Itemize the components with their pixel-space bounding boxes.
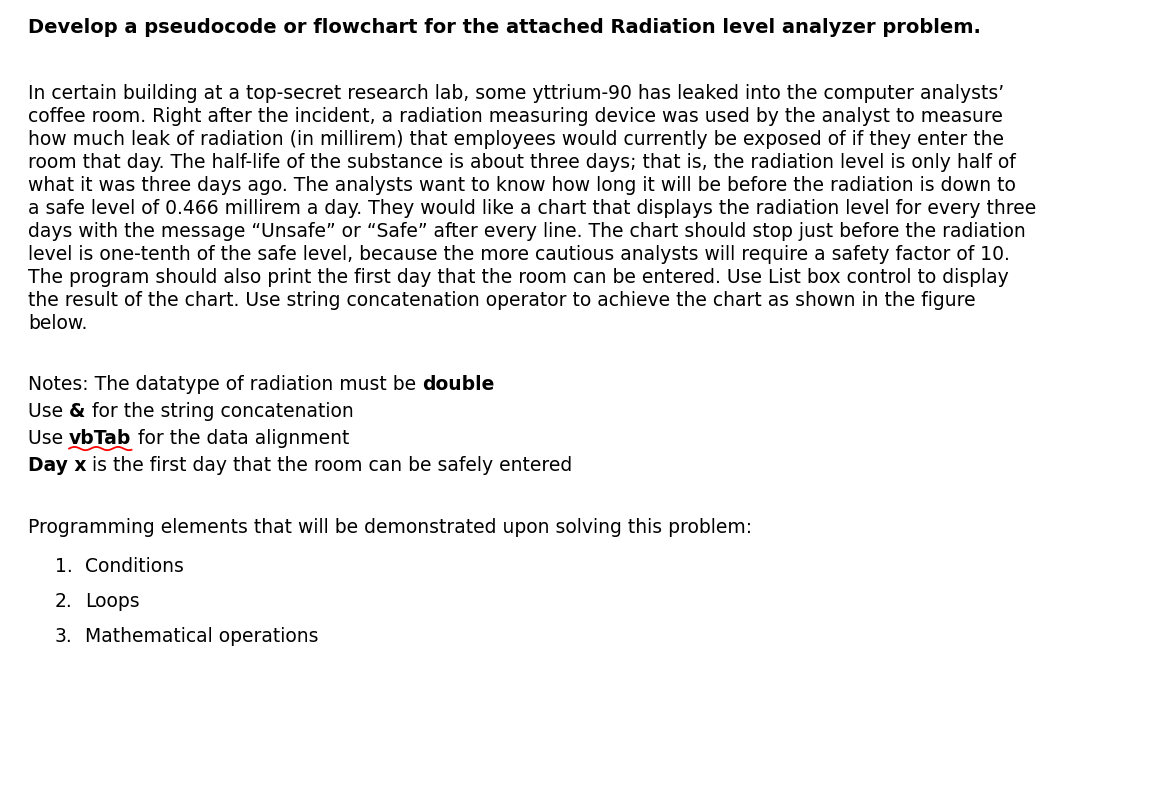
Text: double: double [422,375,494,394]
Text: room that day. The half-life of the substance is about three days; that is, the : room that day. The half-life of the subs… [28,153,1015,172]
Text: The program should also print the first day that the room can be entered. Use Li: The program should also print the first … [28,268,1008,287]
Text: Develop a pseudocode or flowchart for the attached Radiation level analyzer prob: Develop a pseudocode or flowchart for th… [28,18,981,37]
Text: Notes: The datatype of radiation must be: Notes: The datatype of radiation must be [28,375,422,394]
Text: Use: Use [28,429,69,448]
Text: the result of the chart. Use string concatenation operator to achieve the chart : the result of the chart. Use string conc… [28,291,975,310]
Text: Conditions: Conditions [84,557,184,576]
Text: Loops: Loops [84,592,139,611]
Text: 2.: 2. [55,592,73,611]
Text: for the data alignment: for the data alignment [131,429,349,448]
Text: days with the message “Unsafe” or “Safe” after every line. The chart should stop: days with the message “Unsafe” or “Safe”… [28,222,1026,241]
Text: a safe level of 0.466 millirem a day. They would like a chart that displays the : a safe level of 0.466 millirem a day. Th… [28,199,1036,218]
Text: below.: below. [28,314,88,333]
Text: vbTab: vbTab [69,429,131,448]
Text: coffee room. Right after the incident, a radiation measuring device was used by : coffee room. Right after the incident, a… [28,107,1002,126]
Text: Programming elements that will be demonstrated upon solving this problem:: Programming elements that will be demons… [28,518,752,537]
Text: 3.: 3. [55,627,73,646]
Text: how much leak of radiation (in millirem) that employees would currently be expos: how much leak of radiation (in millirem)… [28,130,1004,149]
Text: &: & [69,402,85,421]
Text: In certain building at a top-secret research lab, some yttrium-90 has leaked int: In certain building at a top-secret rese… [28,84,1004,103]
Text: Use: Use [28,402,69,421]
Text: is the first day that the room can be safely entered: is the first day that the room can be sa… [87,456,573,475]
Text: level is one-tenth of the safe level, because the more cautious analysts will re: level is one-tenth of the safe level, be… [28,245,1009,264]
Text: for the string concatenation: for the string concatenation [85,402,354,421]
Text: what it was three days ago. The analysts want to know how long it will be before: what it was three days ago. The analysts… [28,176,1016,195]
Text: Day x: Day x [28,456,87,475]
Text: Mathematical operations: Mathematical operations [84,627,319,646]
Text: 1.: 1. [55,557,73,576]
